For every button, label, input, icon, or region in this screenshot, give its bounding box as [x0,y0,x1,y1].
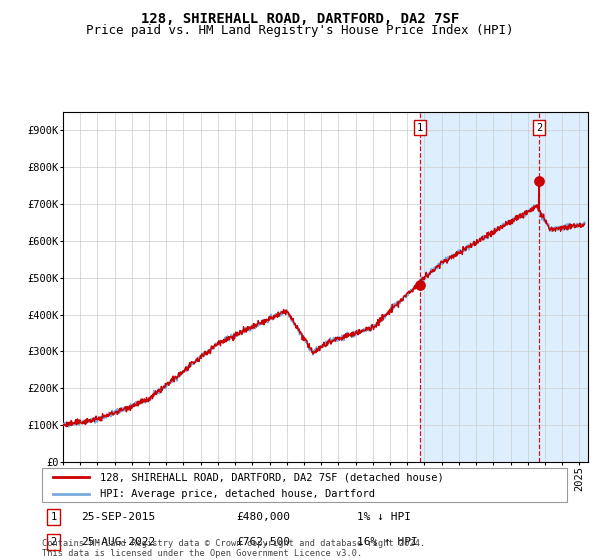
Bar [420,112,588,462]
Text: 2: 2 [536,123,542,133]
Text: 25-AUG-2022: 25-AUG-2022 [82,537,155,547]
Point [415,281,425,290]
Text: Contains HM Land Registry data © Crown copyright and database right 2024.
This d: Contains HM Land Registry data © Crown c… [42,539,425,558]
Text: 1% ↓ HPI: 1% ↓ HPI [357,512,411,522]
Text: 1: 1 [50,512,56,522]
Text: 2: 2 [50,537,56,547]
Text: 16% ↑ HPI: 16% ↑ HPI [357,537,418,547]
Text: Price paid vs. HM Land Registry's House Price Index (HPI): Price paid vs. HM Land Registry's House … [86,24,514,36]
Text: £762,500: £762,500 [236,537,290,547]
Text: HPI: Average price, detached house, Dartford: HPI: Average price, detached house, Dart… [100,489,375,498]
Text: 25-SEP-2015: 25-SEP-2015 [82,512,155,522]
Text: 128, SHIREHALL ROAD, DARTFORD, DA2 7SF: 128, SHIREHALL ROAD, DARTFORD, DA2 7SF [141,12,459,26]
Point [534,176,544,185]
Text: 1: 1 [417,123,423,133]
Text: £480,000: £480,000 [236,512,290,522]
Text: 128, SHIREHALL ROAD, DARTFORD, DA2 7SF (detached house): 128, SHIREHALL ROAD, DARTFORD, DA2 7SF (… [100,472,443,482]
